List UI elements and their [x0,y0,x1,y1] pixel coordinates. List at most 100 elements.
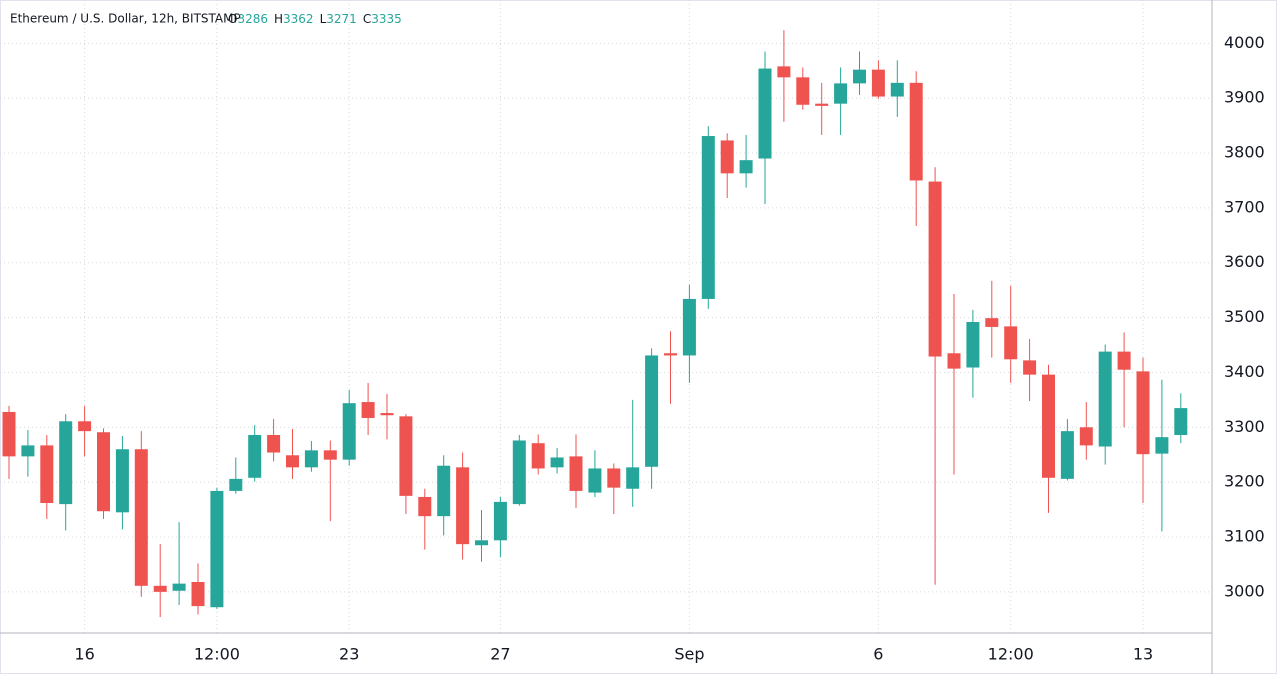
candle-body [229,478,243,491]
candle [607,463,621,514]
candle [531,434,545,475]
candle-body [1023,360,1037,375]
candle [985,280,999,358]
candle [456,452,470,560]
candle-body [531,443,545,469]
candle [229,457,243,494]
candle-body [2,411,16,457]
candle-body [21,445,35,457]
candle [418,488,432,550]
candle [815,82,829,135]
y-tick-label: 3500 [1224,307,1265,326]
ohlc-legend: O3286 H3362 L3271 C3335 [228,12,402,26]
candle [626,399,640,507]
x-tick-label: 16 [74,645,94,664]
y-tick-label: 3100 [1224,527,1265,546]
ohlc-letter: C [363,12,371,26]
candle [550,448,564,474]
candle [172,522,186,606]
candle [59,414,73,531]
candle-body [701,136,715,299]
candle-body [437,465,451,517]
candle-body [853,69,866,84]
candle [1155,379,1169,532]
x-tick-label: Sep [674,645,704,664]
candle-body [59,421,73,505]
candle [323,440,337,522]
ohlc-value: 3335 [371,12,402,26]
candle [342,390,356,466]
candle-body [1079,427,1093,446]
candle [475,510,488,562]
candle-body [588,468,602,493]
candle-body [834,83,848,104]
y-tick-label: 3000 [1224,581,1265,600]
candle-body [1174,408,1188,435]
candle-body [1155,437,1169,454]
candle [97,428,110,519]
candle [40,434,54,519]
candle-body [304,450,318,468]
candle-body [796,77,810,105]
candle-body [550,457,564,468]
candle-body [191,581,205,607]
candle-body [134,449,148,586]
candle [115,436,129,530]
candle-body [475,540,488,546]
candle-body [248,434,262,478]
candle [1060,419,1074,481]
candle [512,434,526,506]
candle [947,294,961,475]
candle [134,431,148,597]
candle-body [947,353,961,369]
candle-body [1004,326,1018,360]
candle [796,67,810,110]
ohlc-letter: L [320,12,327,26]
candle [1079,402,1093,460]
candle-body [815,103,829,106]
candle [720,133,734,199]
candle-body [871,69,885,97]
candle-body [380,413,394,416]
chart-title: Ethereum / U.S. Dollar, 12h, BITSTAMP [10,12,241,26]
candle [909,71,923,226]
candle-body [758,68,772,159]
candle [191,563,205,615]
candle [664,331,677,404]
candle-body [456,467,470,545]
plot-area [0,0,1212,633]
candle-body [928,181,942,357]
candle-body [739,160,753,174]
ohlc-value: 3362 [283,12,314,26]
candle-body [399,416,413,496]
y-tick-label: 3600 [1224,252,1265,271]
candle-body [664,353,677,356]
candle [493,496,507,558]
y-tick-label: 3300 [1224,417,1265,436]
candle-body [78,421,92,432]
candle-body [720,140,734,174]
candle-body [1098,351,1112,447]
header: Ethereum / U.S. Dollar, 12h, BITSTAMP O 3… [10,12,402,26]
candle-body [210,490,224,608]
x-tick-label: 6 [873,645,883,664]
y-tick-label: 3700 [1224,197,1265,216]
candle [871,60,885,99]
candle-body [115,449,129,513]
candle [210,487,224,609]
y-tick-label: 4000 [1224,33,1265,52]
candle [399,414,413,514]
candle [1042,364,1055,513]
y-tick-label: 3800 [1224,143,1265,162]
ohlc-letter: O [228,12,237,26]
candle-body [40,445,54,503]
candle [2,405,16,479]
candle [437,455,451,536]
candle-body [267,434,281,453]
candle [361,382,375,435]
candle [1117,332,1131,428]
candle-body [342,403,356,460]
candle-body [493,501,507,541]
